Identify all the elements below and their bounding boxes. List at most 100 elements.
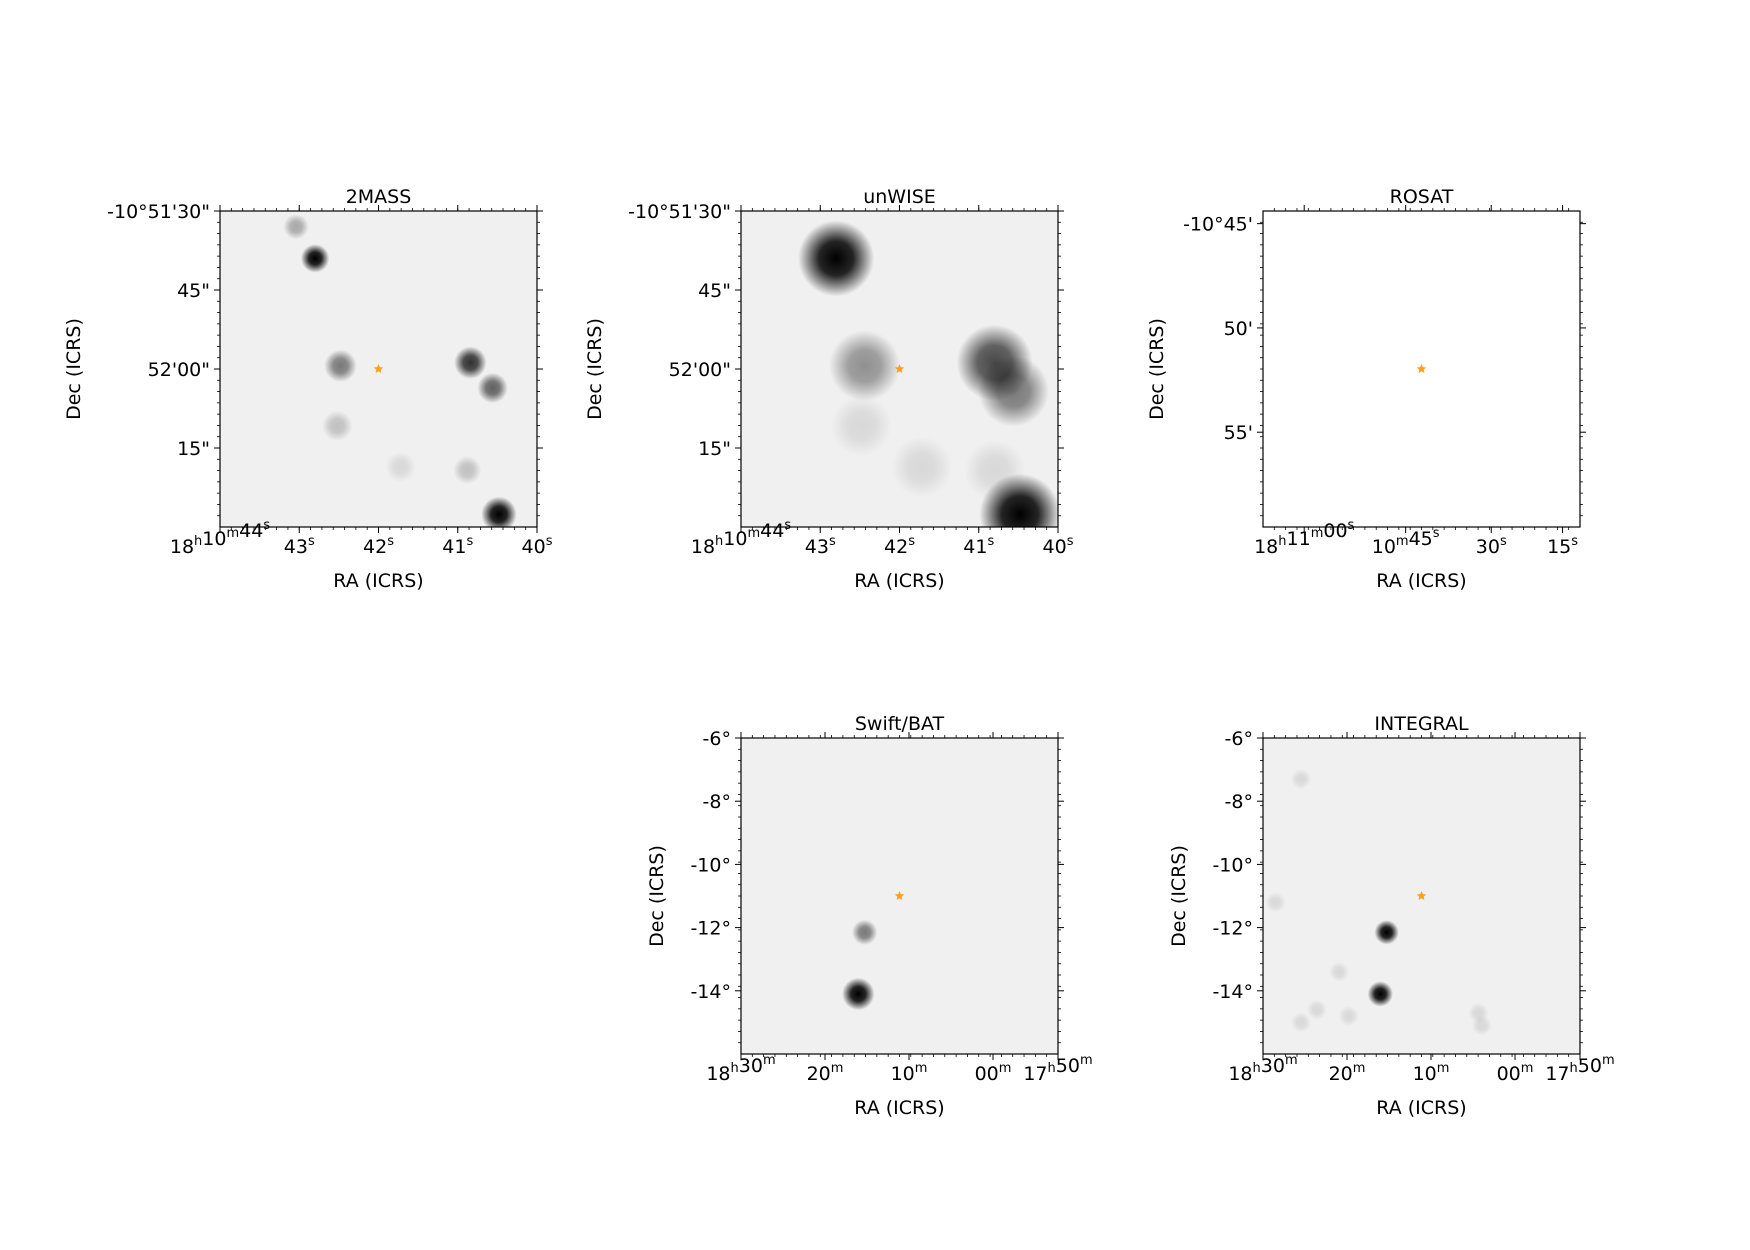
panel-title: 2MASS — [346, 186, 412, 208]
source-blob — [829, 330, 901, 402]
x-tick-label: 17h50m — [1545, 1053, 1614, 1085]
source-blob — [1374, 920, 1399, 945]
y-tick-label: -8° — [703, 791, 731, 813]
y-tick-label: -12° — [690, 918, 731, 940]
source-blob — [891, 436, 953, 498]
x-tick-label: 18h30m — [1228, 1053, 1297, 1085]
source-blob — [1306, 999, 1328, 1020]
panel-title: INTEGRAL — [1374, 713, 1469, 735]
y-tick-label: -6° — [703, 728, 731, 750]
x-axis-label: RA (ICRS) — [854, 1097, 944, 1119]
source-blob — [831, 395, 892, 457]
x-axis-label: RA (ICRS) — [854, 570, 944, 592]
y-tick-label: -10°51'30" — [628, 201, 731, 223]
source-blob — [798, 220, 875, 297]
y-axis-label: Dec (ICRS) — [1146, 318, 1168, 420]
x-tick-label: 18h10m44s — [170, 518, 270, 558]
source-blob — [842, 977, 875, 1011]
panel-integral: 18h30m 20m 10m 00m 17h50m -6° -8° -10° -12° -14° I… — [1168, 713, 1615, 1119]
y-tick-label: 45" — [177, 280, 210, 302]
source-blob — [477, 372, 508, 404]
x-axis-label: RA (ICRS) — [333, 570, 423, 592]
y-tick-label: 50' — [1224, 318, 1253, 340]
x-tick-label: 43s — [805, 534, 836, 558]
y-tick-label: 52'00" — [148, 359, 210, 381]
source-blob — [1290, 768, 1312, 790]
source-blob — [454, 346, 487, 379]
panel-title: Swift/BAT — [855, 713, 945, 735]
y-tick-label: 52'00" — [669, 359, 731, 381]
source-blob — [979, 473, 1058, 527]
x-tick-label: 42s — [363, 534, 394, 558]
x-axis-label: RA (ICRS) — [1376, 570, 1466, 592]
x-tick-label: 30s — [1476, 534, 1507, 558]
y-tick-label: 15" — [698, 438, 731, 460]
target-marker — [1416, 891, 1427, 901]
y-tick-label: -8° — [1225, 791, 1253, 813]
x-tick-label: 10m — [1413, 1061, 1450, 1085]
sources-layer — [842, 919, 878, 1011]
y-tick-label: 45" — [698, 280, 731, 302]
source-blob — [324, 349, 357, 383]
target-marker — [1416, 364, 1427, 374]
x-tick-label: 10m — [891, 1061, 928, 1085]
source-blob — [1328, 961, 1350, 982]
y-axis-label: Dec (ICRS) — [646, 845, 668, 947]
panel-swiftbat: 18h30m 20m 10m 00m 17h50m -6° -8° -10° -12° -14° S… — [646, 713, 1093, 1119]
x-tick-label: 18h30m — [706, 1053, 775, 1085]
sources-layer — [1265, 768, 1492, 1036]
source-blob — [322, 410, 353, 442]
x-tick-label: 18h11m00s — [1254, 518, 1354, 558]
y-axis-label: Dec (ICRS) — [1168, 845, 1190, 947]
x-tick-label: 20m — [1329, 1061, 1366, 1085]
x-tick-label: 15s — [1547, 534, 1578, 558]
source-blob — [385, 451, 416, 483]
y-tick-label: 55' — [1224, 422, 1253, 444]
y-tick-label: -10° — [690, 854, 731, 876]
y-tick-label: -10°51'30" — [107, 201, 210, 223]
y-tick-label: -6° — [1225, 728, 1253, 750]
panel-unwise: 18h10m44s 43s 42s 41s 40s -10°51'30" 45" 52'00"… — [584, 186, 1074, 592]
x-tick-label: 00m — [1497, 1061, 1534, 1085]
y-axis-label: Dec (ICRS) — [63, 318, 85, 420]
x-tick-label: 10m45s — [1372, 526, 1440, 558]
source-blob — [300, 244, 330, 273]
x-tick-label: 40s — [522, 534, 553, 558]
panel-rosat: 18h11m00s 10m45s 30s 15s -10°45' 50' 55' ROSAT R… — [1146, 186, 1586, 592]
x-tick-label: 43s — [284, 534, 315, 558]
target-marker — [373, 364, 384, 374]
x-tick-label: 00m — [975, 1061, 1012, 1085]
source-blob — [453, 455, 482, 485]
source-blob — [283, 214, 309, 240]
y-tick-label: -14° — [690, 981, 731, 1003]
x-tick-label: 41s — [442, 534, 473, 558]
source-blob — [1338, 1005, 1359, 1027]
panel-title: unWISE — [863, 186, 936, 208]
sources-layer — [798, 220, 1058, 527]
panel-title: ROSAT — [1390, 186, 1454, 208]
sources-layer — [283, 214, 517, 527]
source-blob — [481, 496, 517, 527]
source-blob — [1290, 1012, 1312, 1033]
target-marker — [894, 891, 905, 901]
x-tick-label: 41s — [963, 534, 994, 558]
source-blob — [978, 355, 1050, 427]
y-tick-label: -10°45' — [1183, 214, 1253, 236]
x-tick-label: 20m — [807, 1061, 844, 1085]
source-blob — [1265, 892, 1286, 913]
source-blob — [1367, 981, 1393, 1007]
x-axis-label: RA (ICRS) — [1376, 1097, 1466, 1119]
source-blob — [1471, 1015, 1492, 1036]
y-axis-label: Dec (ICRS) — [584, 318, 606, 420]
x-tick-label: 40s — [1043, 534, 1074, 558]
y-tick-label: 15" — [177, 438, 210, 460]
source-blob — [851, 919, 878, 946]
y-tick-label: -12° — [1212, 918, 1253, 940]
x-tick-label: 42s — [884, 534, 915, 558]
x-tick-label: 17h50m — [1023, 1053, 1092, 1085]
x-tick-label: 18h10m44s — [691, 518, 791, 558]
y-tick-label: -10° — [1212, 854, 1253, 876]
panel-2mass: 18h10m44s 43s 42s 41s 40s -10°51'30" 45" 52'00"… — [63, 186, 553, 592]
target-marker — [894, 364, 905, 374]
